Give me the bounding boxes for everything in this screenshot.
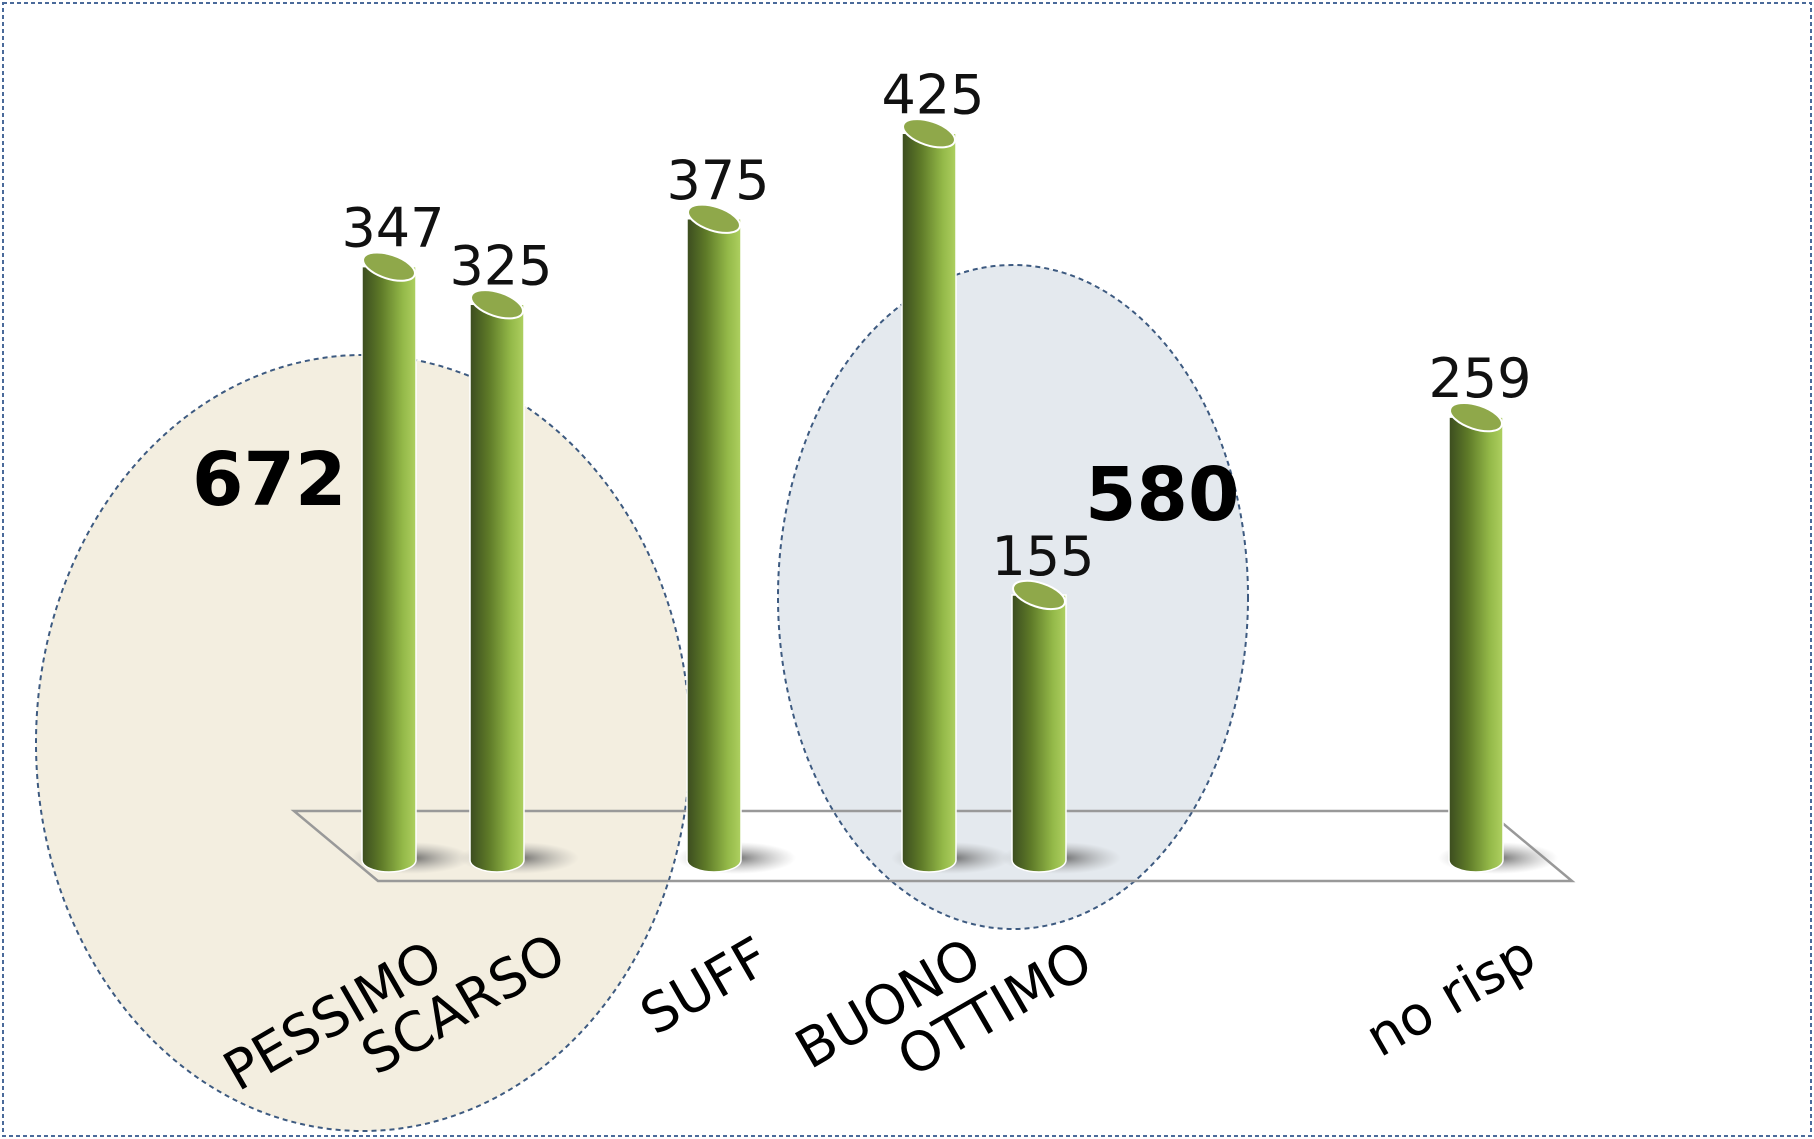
value-label-suff: 375 xyxy=(666,149,769,212)
value-label-pessimo: 347 xyxy=(341,197,444,260)
value-label-scarso: 325 xyxy=(449,234,552,297)
value-label-no-risp: 259 xyxy=(1428,347,1531,410)
bars xyxy=(361,118,1504,873)
value-label-ottimo: 155 xyxy=(991,525,1094,588)
category-label-no-risp: no risp xyxy=(1355,923,1546,1070)
category-label-suff: SUFF xyxy=(630,925,779,1048)
bar-buono xyxy=(901,118,957,873)
bar-pessimo xyxy=(361,251,417,873)
bar-suff xyxy=(686,203,742,873)
bar-ottimo xyxy=(1011,579,1067,873)
bar-no-risp xyxy=(1448,401,1504,873)
group-total-high: 580 xyxy=(1085,452,1239,538)
group-total-low: 672 xyxy=(192,437,346,523)
bar-scarso xyxy=(469,289,525,873)
value-label-buono: 425 xyxy=(881,63,984,126)
chart-floor xyxy=(290,809,1576,883)
